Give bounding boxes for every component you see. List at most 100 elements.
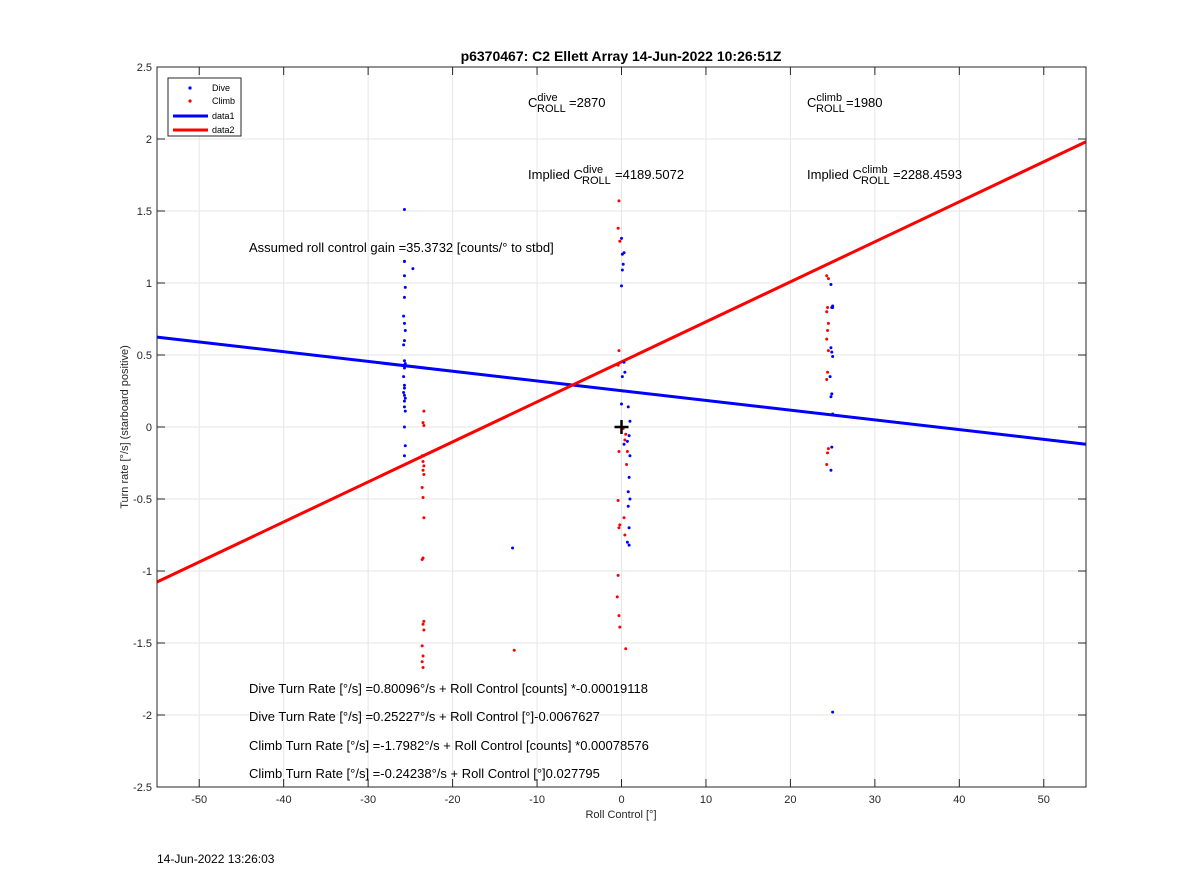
climb-point [421,622,425,626]
dive-point [403,285,407,289]
dive-point [829,282,833,286]
climb-point [826,451,830,455]
climb-point [625,449,629,453]
climb-point [826,447,830,451]
dive-point [620,402,623,406]
x-tick-label: 10 [700,794,712,806]
climb-point [420,454,424,458]
x-tick-label: 40 [953,794,965,806]
legend-climb-label: Climb [212,96,235,106]
c-roll-climb-sup: climb [816,92,842,104]
climb-point [826,305,830,309]
dive-point [402,393,406,397]
climb-point [421,496,425,500]
climb-point [420,557,424,561]
dive-point [620,268,624,272]
dive-point [831,354,835,358]
dive-point [626,504,630,508]
y-tick-label: 0.5 [137,350,152,362]
y-tick-label: 1 [146,278,152,290]
climb-point [512,648,516,652]
dive-point [620,375,624,379]
x-tick-label: -40 [276,794,292,806]
dive-point [621,262,625,266]
climb-point [422,473,426,477]
x-tick-label: 50 [1038,794,1050,806]
c-roll-dive-sub: ROLL [537,103,566,115]
climb-point [624,432,628,436]
implied-dive-value: =4189.5072 [615,167,684,182]
climb-point [617,614,621,618]
c-roll-climb-value: =1980 [846,95,883,110]
dive-point [402,359,406,363]
y-tick-label: -1 [142,566,152,578]
c-roll-climb-base: C [807,95,816,110]
dive-point [622,442,626,446]
climb-point [826,321,830,325]
implied-climb-annotation: Implied Cclimb ROLL =2288.4593 [807,164,962,187]
dive-point [830,445,834,449]
climb-point [825,310,829,314]
implied-dive-sup: dive [583,164,603,176]
svg-text:Implied Cclimb: Implied Cclimb [807,164,888,182]
y-tick-label: -0.5 [133,494,152,506]
climb-point [615,595,619,599]
dive-point [620,236,623,240]
dive-point [402,366,406,370]
climb-point [622,516,626,520]
legend-data2-label: data2 [212,125,235,135]
climb-point [421,468,425,472]
dive-point [402,383,406,387]
dive-point [620,284,623,288]
c-roll-dive-annotation: Cdive ROLL =2870 [528,92,606,115]
y-tick-label: -2.5 [133,782,152,794]
dive-point [829,346,833,350]
dive-point [627,434,631,438]
climb-point [623,438,627,442]
climb-point [422,424,426,428]
legend: Dive Climb data1 data2 [167,77,242,137]
equation-dive-degrees: Dive Turn Rate [°/s] =0.25227°/s + Roll … [249,709,600,724]
equation-climb-degrees: Climb Turn Rate [°/s] =-0.24238°/s + Rol… [249,766,600,781]
implied-dive-prefix: Implied C [528,167,583,182]
x-tick-label: 0 [618,794,624,806]
dive-point [626,490,630,494]
climb-point [826,277,830,281]
climb-point [420,660,424,664]
dive-point [402,425,406,429]
equation-dive-counts: Dive Turn Rate [°/s] =0.80096°/s + Roll … [249,681,648,696]
svg-text:Implied Cdive: Implied Cdive [528,164,603,182]
climb-point [624,647,628,651]
c-roll-dive-value: =2870 [569,95,606,110]
x-tick-label: -10 [529,794,545,806]
dive-point [829,395,833,399]
climb-point [825,462,829,466]
climb-point [825,274,829,278]
plot-frame [156,66,1087,788]
legend-dive-label: Dive [212,83,230,93]
dive-point [830,392,834,396]
climb-point [421,665,425,669]
fit-lines [156,140,1087,584]
climb-point [618,523,622,527]
climb-point [616,573,620,577]
y-tick-label: 1.5 [137,206,152,218]
dive-point [830,350,834,354]
dive-point [831,305,835,309]
dive-point [402,390,406,394]
dive-point [402,375,406,379]
dive-point [620,252,624,256]
climb-point [616,498,620,502]
climb-point [825,377,829,381]
dive-point [831,710,835,714]
climb-point [422,464,426,468]
y-tick-label: -2 [142,710,152,722]
fit-line-data2 [156,140,1087,584]
dive-point [628,497,632,501]
ticks: -50 -40 -30 -20 -10 0 10 20 30 40 50-2.5-2-1.5-1-0… [133,62,1086,806]
dive-point [403,444,407,448]
dive-point [829,468,833,472]
dive-point [627,475,631,479]
dive-point [402,399,406,403]
